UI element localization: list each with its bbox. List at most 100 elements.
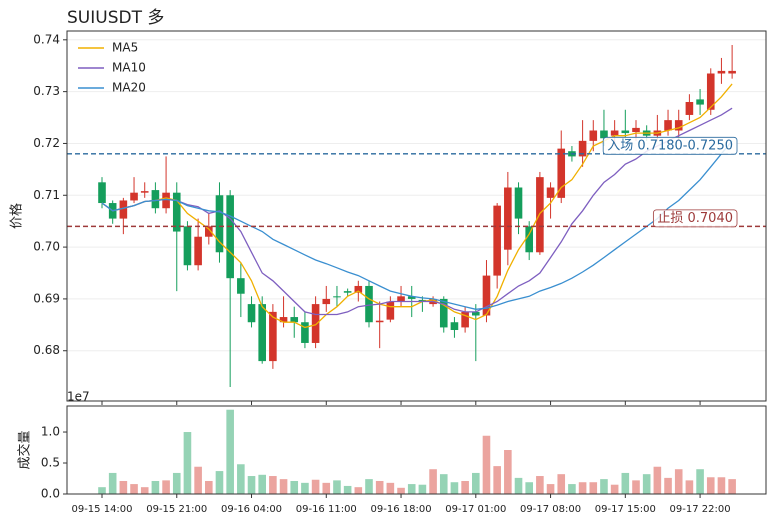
candle-body bbox=[205, 226, 213, 237]
reference-label: 入场 0.7180-0.7250 bbox=[607, 138, 733, 153]
candle-body bbox=[140, 191, 149, 193]
legend-label: MA5 bbox=[112, 41, 138, 55]
y-tick-label: 0.74 bbox=[33, 32, 60, 46]
candle-body bbox=[461, 311, 469, 328]
candle-body bbox=[632, 127, 640, 133]
candle-body bbox=[557, 148, 566, 198]
y-tick-label: 0.71 bbox=[33, 188, 60, 202]
plot-frame bbox=[66, 30, 767, 402]
x-tick-label: 09-17 08:00 bbox=[520, 504, 581, 515]
volume-bar bbox=[375, 480, 384, 494]
volume-bar bbox=[685, 480, 694, 494]
volume-frame bbox=[66, 405, 767, 495]
volume-bar bbox=[333, 480, 341, 494]
volume-bar bbox=[108, 472, 117, 494]
volume-bar bbox=[472, 472, 480, 494]
candle-body bbox=[728, 70, 736, 74]
volume-bar bbox=[728, 479, 736, 494]
volume-bar bbox=[162, 480, 170, 494]
x-tick-label: 09-17 15:00 bbox=[595, 504, 656, 515]
volume-bar bbox=[557, 474, 566, 494]
volume-bar bbox=[215, 471, 224, 494]
volume-bar bbox=[493, 466, 501, 494]
volume-bar bbox=[439, 474, 448, 494]
y-axis-label: 价格 bbox=[9, 203, 25, 229]
candle-body bbox=[621, 130, 630, 134]
volume-bar bbox=[696, 469, 704, 494]
candle-body bbox=[472, 311, 480, 316]
reference-label-box bbox=[652, 209, 738, 228]
x-tick-label: 09-15 21:00 bbox=[146, 504, 207, 515]
chart-title: SUIUSDT 多 bbox=[67, 8, 164, 28]
candle-body bbox=[247, 304, 256, 323]
volume-bar bbox=[130, 484, 138, 494]
candle-body bbox=[546, 187, 555, 198]
candle-body bbox=[333, 296, 341, 298]
candle-body bbox=[525, 226, 533, 253]
reference-label-box bbox=[602, 136, 738, 155]
candle-body bbox=[407, 296, 416, 299]
volume-bar bbox=[172, 472, 181, 494]
candle-body bbox=[439, 298, 448, 328]
volume-bar bbox=[343, 485, 352, 494]
volume-bar bbox=[119, 480, 128, 494]
volume-bar bbox=[418, 484, 427, 494]
offset-label: 1e7 bbox=[67, 390, 90, 404]
candle-body bbox=[365, 285, 373, 323]
candle-body bbox=[215, 195, 224, 253]
volume-bar bbox=[621, 472, 630, 494]
volume-bar bbox=[290, 480, 299, 494]
x-tick-label: 09-15 14:00 bbox=[71, 504, 132, 515]
volume-bar bbox=[301, 482, 309, 494]
candle-body bbox=[418, 299, 427, 302]
candle-body bbox=[98, 182, 106, 204]
volume-bar bbox=[514, 477, 523, 494]
volume-bar bbox=[536, 476, 544, 494]
candle-body bbox=[151, 190, 160, 209]
volume-bar bbox=[397, 487, 405, 494]
candle-body bbox=[386, 301, 395, 320]
volume-bar bbox=[600, 479, 608, 494]
volume-bar bbox=[664, 477, 672, 494]
volume-bar bbox=[632, 480, 640, 494]
volume-bar bbox=[642, 474, 651, 494]
candle-body bbox=[172, 192, 181, 232]
candle-body bbox=[589, 130, 598, 141]
candle-body bbox=[194, 236, 202, 266]
volume-bar bbox=[194, 466, 202, 494]
ma-line bbox=[101, 140, 733, 310]
y-tick-label: 0.5 bbox=[41, 456, 60, 470]
volume-bar bbox=[140, 487, 149, 494]
candle-body bbox=[354, 285, 363, 293]
y-tick-label: 0.0 bbox=[41, 487, 60, 501]
volume-bar bbox=[98, 487, 106, 494]
y-tick-label: 0.68 bbox=[33, 343, 60, 357]
volume-bar bbox=[258, 474, 266, 494]
volume-bar bbox=[226, 409, 234, 494]
volume-bar bbox=[322, 482, 331, 494]
volume-bar bbox=[279, 479, 288, 494]
candle-body bbox=[578, 140, 587, 157]
candle-body bbox=[258, 304, 266, 362]
volume-bar bbox=[589, 482, 598, 494]
volume-bar bbox=[546, 484, 555, 494]
y-tick-label: 1.0 bbox=[41, 425, 60, 439]
volume-bar bbox=[610, 484, 619, 494]
candle-body bbox=[130, 192, 138, 201]
candle-body bbox=[674, 120, 683, 131]
volume-bar bbox=[269, 476, 277, 494]
y-tick-label: 0.73 bbox=[33, 84, 60, 98]
volume-bar bbox=[461, 480, 469, 494]
candle-body bbox=[397, 296, 405, 302]
volume-bar bbox=[504, 450, 512, 494]
volume-bar bbox=[205, 480, 213, 494]
legend-label: MA10 bbox=[112, 61, 146, 75]
y-tick-label: 0.72 bbox=[33, 136, 60, 150]
volume-axis-label: 成交量 bbox=[17, 430, 33, 469]
ma-line bbox=[101, 107, 733, 316]
volume-bar bbox=[151, 480, 160, 494]
legend-label: MA20 bbox=[112, 81, 146, 95]
candle-body bbox=[685, 101, 694, 115]
volume-bar bbox=[525, 482, 533, 494]
